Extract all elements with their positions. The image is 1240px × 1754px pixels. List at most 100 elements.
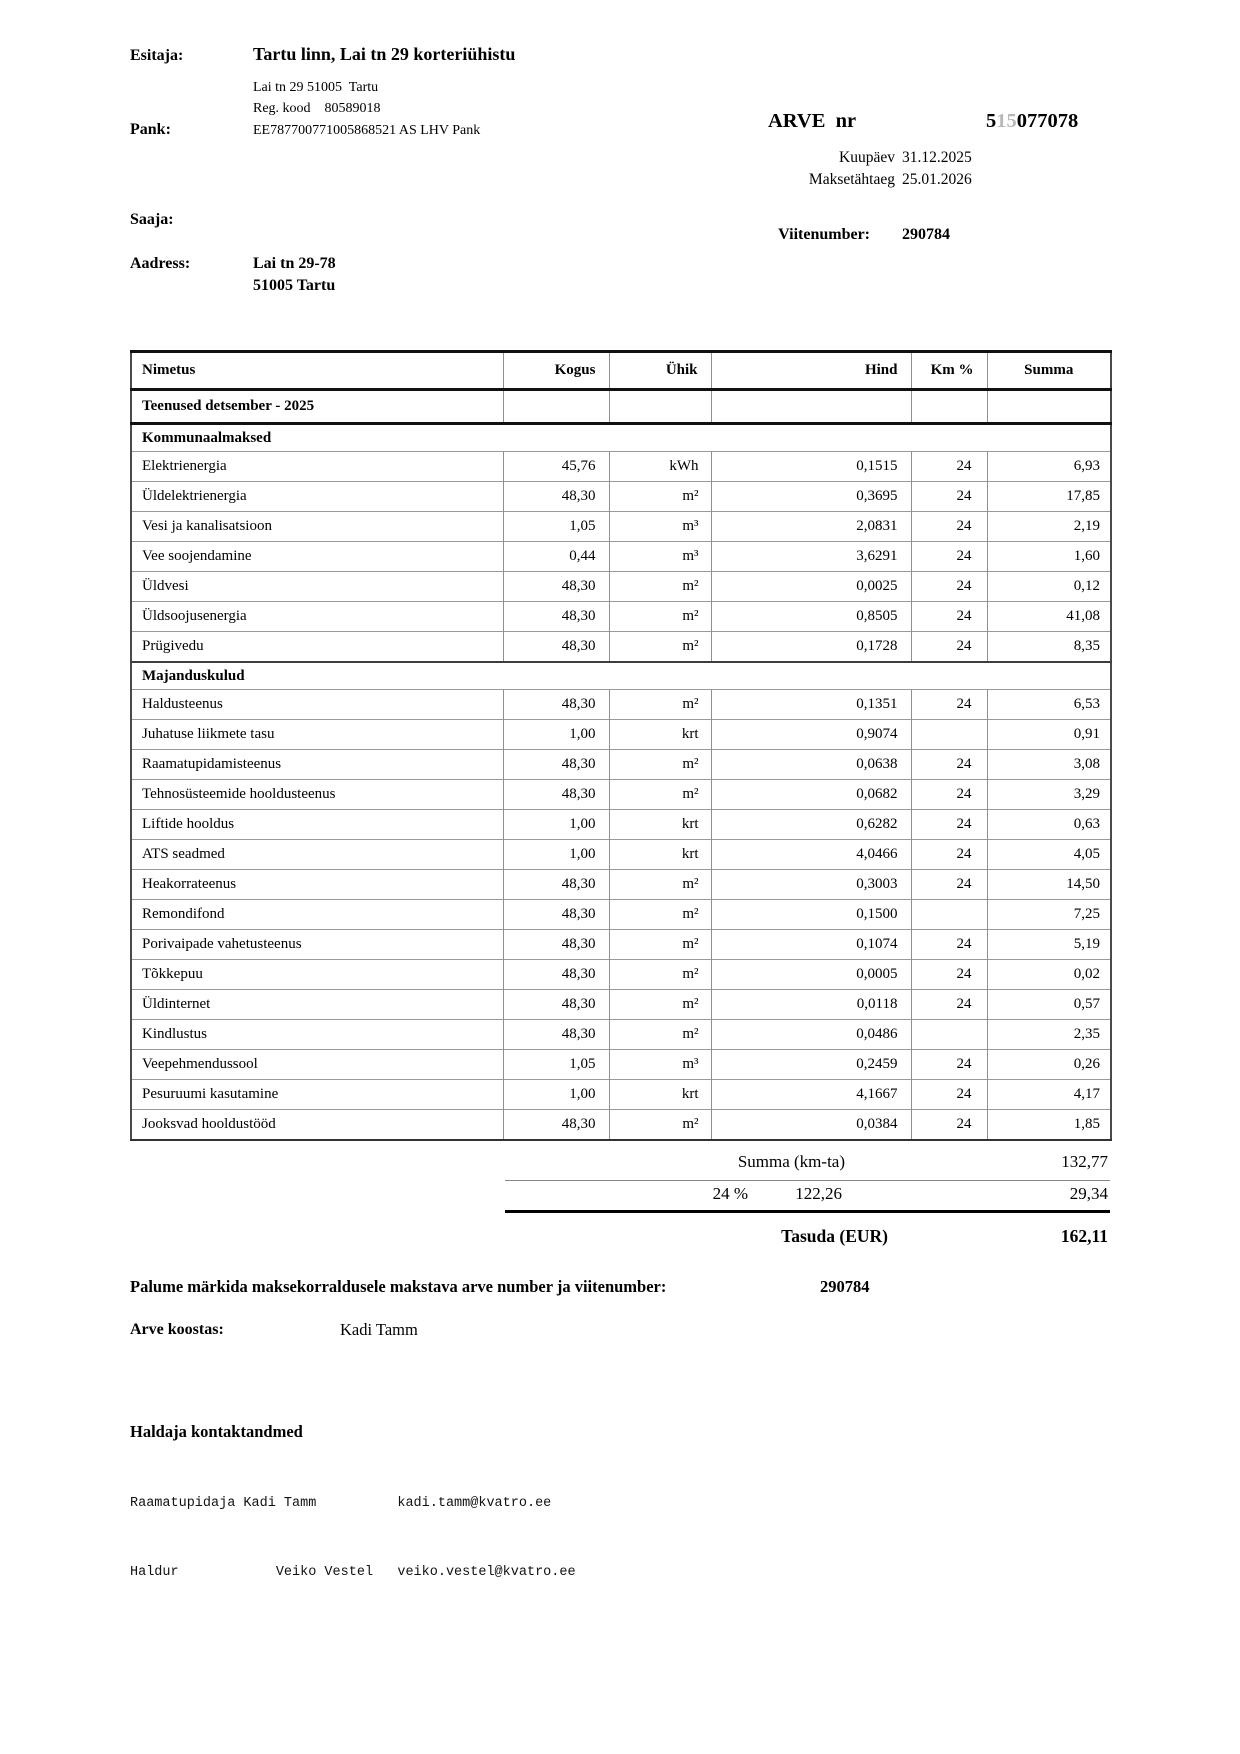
table-cell-name: Vee soojendamine	[131, 541, 503, 572]
table-cell-hind: 0,1351	[710, 689, 911, 720]
table-cell-km: 24	[910, 601, 987, 632]
table-cell-hind: 0,0486	[710, 1019, 911, 1050]
table-cell-name: Haldusteenus	[131, 689, 503, 720]
contact-line-raamatupidaja: Raamatupidaja Kadi Tamm kadi.tamm@kvatro…	[130, 1496, 552, 1511]
invoice-number-part2-ghost: 15	[996, 110, 1017, 132]
table-cell-km	[910, 899, 987, 930]
table-cell-summa: 14,50	[986, 869, 1111, 900]
table-cell-hind: 0,0638	[710, 749, 911, 780]
table-cell-kogus: 48,30	[502, 1019, 609, 1050]
table-cell-km: 24	[910, 869, 987, 900]
payment-note-label: Palume märkida maksekorraldusele makstav…	[130, 1277, 667, 1296]
contact-lines: Raamatupidaja Kadi Tamm kadi.tamm@kvatro…	[130, 1446, 576, 1630]
invoice-table-body: Teenused detsember - 2025 Kommunaalmaksed…	[131, 389, 1111, 1140]
table-cell-km: 24	[910, 809, 987, 840]
issuer-address: Lai tn 29 51005 Tartu	[253, 80, 379, 95]
table-cell-yhik: m²	[608, 779, 711, 810]
table-cell-km: 24	[910, 959, 987, 990]
table-row: Tehnosüsteemide hooldusteenus 48,30 m² 0,06…	[131, 779, 1111, 810]
table-cell-name: Tehnosüsteemide hooldusteenus	[131, 779, 503, 810]
table-cell-hind: 0,3003	[710, 869, 911, 900]
table-row: Remondifond 48,30 m² 0,1500 7,25	[131, 899, 1111, 930]
table-cell-hind: 0,0682	[710, 779, 911, 810]
table-cell-kogus: 48,30	[502, 601, 609, 632]
table-cell-kogus	[502, 389, 609, 425]
table-cell-summa: 0,57	[986, 989, 1111, 1020]
table-row: Pesuruumi kasutamine 1,00 krt 4,1667 24 4,17	[131, 1079, 1111, 1110]
table-cell-km: 24	[910, 839, 987, 870]
table-cell-name: Kindlustus	[131, 1019, 503, 1050]
viitenumber-value: 290784	[902, 226, 950, 243]
table-cell-hind: 0,0025	[710, 571, 911, 602]
table-cell-hind: 0,1515	[710, 451, 911, 482]
column-header-nimetus: Nimetus	[131, 351, 503, 391]
invoice-number: 515077078	[986, 110, 1078, 133]
table-cell-km: 24	[910, 571, 987, 602]
aadress-label: Aadress:	[130, 255, 191, 272]
table-cell-hind: 0,9074	[710, 719, 911, 750]
table-cell-summa: 0,26	[986, 1049, 1111, 1080]
table-cell-km: 24	[910, 541, 987, 572]
table-cell-yhik: m²	[608, 959, 711, 990]
vat-rate: 24 %	[712, 1184, 748, 1203]
table-cell-summa: 2,35	[986, 1019, 1111, 1050]
table-cell-summa: 1,60	[986, 541, 1111, 572]
table-cell-hind: 0,2459	[710, 1049, 911, 1080]
table-cell-hind: 4,1667	[710, 1079, 911, 1110]
subtotal-label: Summa (km-ta)	[737, 1152, 845, 1171]
table-cell-name: Üldelektrienergia	[131, 481, 503, 512]
table-cell-name: Raamatupidamisteenus	[131, 749, 503, 780]
viitenumber-label: Viitenumber:	[778, 226, 870, 243]
table-row: Üldsoojusenergia 48,30 m² 0,8505 24 41,08	[131, 601, 1111, 632]
table-cell-summa: 0,91	[986, 719, 1111, 750]
table-cell-name: Porivaipade vahetusteenus	[131, 929, 503, 960]
table-cell-yhik: krt	[608, 719, 711, 750]
koostas-value: Kadi Tamm	[340, 1320, 418, 1339]
table-cell-name: Heakorrateenus	[131, 869, 503, 900]
table-cell-km: 24	[910, 689, 987, 720]
table-cell-km: 24	[910, 989, 987, 1020]
table-row: Juhatuse liikmete tasu 1,00 krt 0,9074 0,91	[131, 719, 1111, 750]
table-row: Kindlustus 48,30 m² 0,0486 2,35	[131, 1019, 1111, 1050]
table-row: ATS seadmed 1,00 krt 4,0466 24 4,05	[131, 839, 1111, 870]
table-section-row: Kommunaalmaksed	[131, 422, 1111, 452]
total-label: Tasuda (EUR)	[781, 1226, 888, 1246]
table-cell-yhik: m²	[608, 481, 711, 512]
table-cell-name: Teenused detsember - 2025	[131, 389, 503, 425]
table-cell-summa	[986, 389, 1111, 425]
table-row: Haldusteenus 48,30 m² 0,1351 24 6,53	[131, 689, 1111, 720]
table-cell-name: Remondifond	[131, 899, 503, 930]
subtotal-rule	[505, 1180, 1110, 1181]
table-cell-km: 24	[910, 779, 987, 810]
koostas-label: Arve koostas:	[130, 1321, 224, 1338]
column-header-yhik: Ühik	[608, 351, 711, 391]
table-cell-kogus: 0,44	[502, 541, 609, 572]
table-row: Veepehmendussool 1,05 m³ 0,2459 24 0,26	[131, 1049, 1111, 1080]
saaja-label: Saaja:	[130, 211, 174, 228]
table-cell-summa: 5,19	[986, 929, 1111, 960]
table-cell-kogus: 1,05	[502, 511, 609, 542]
bank-account: EE787700771005868521 AS LHV Pank	[253, 123, 481, 138]
kuupaev-label: Kuupäev	[839, 149, 895, 166]
table-row: Liftide hooldus 1,00 krt 0,6282 24 0,63	[131, 809, 1111, 840]
table-cell-km: 24	[910, 481, 987, 512]
table-cell-km: 24	[910, 929, 987, 960]
table-cell-yhik: m³	[608, 511, 711, 542]
table-cell-hind: 0,8505	[710, 601, 911, 632]
table-cell-name: Tõkkepuu	[131, 959, 503, 990]
table-cell-kogus: 48,30	[502, 959, 609, 990]
table-cell-km: 24	[910, 1049, 987, 1080]
table-cell-summa: 0,63	[986, 809, 1111, 840]
haldaja-title: Haldaja kontaktandmed	[130, 1422, 303, 1441]
table-cell-kogus: 48,30	[502, 1109, 609, 1140]
maksetahtaeg-label: Maksetähtaeg	[808, 171, 895, 188]
table-cell-name: Jooksvad hooldustööd	[131, 1109, 503, 1140]
table-cell-kogus: 1,00	[502, 809, 609, 840]
table-cell-name: Üldinternet	[131, 989, 503, 1020]
table-cell-name: Veepehmendussool	[131, 1049, 503, 1080]
table-row: Üldvesi 48,30 m² 0,0025 24 0,12	[131, 571, 1111, 602]
table-cell-kogus: 48,30	[502, 989, 609, 1020]
table-cell-km: 24	[910, 1109, 987, 1140]
pank-label: Pank:	[130, 121, 171, 138]
